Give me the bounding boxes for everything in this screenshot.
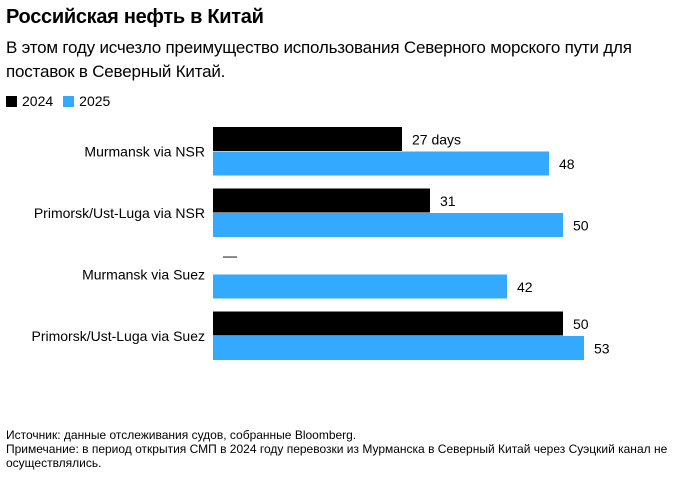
bar-2024	[213, 127, 402, 151]
source-note: Источник: данные отслеживания судов, соб…	[6, 428, 357, 442]
chart-title: Российская нефть в Китай	[6, 6, 264, 28]
data-label: 27 days	[412, 131, 461, 147]
data-label: 48	[559, 156, 575, 172]
bar-2025	[213, 274, 507, 299]
data-label: 53	[594, 340, 610, 356]
data-label: 42	[517, 279, 533, 295]
bar-2024	[213, 188, 430, 213]
legend-label: 2024	[22, 93, 54, 109]
category-label: Primorsk/Ust-Luga via Suez	[31, 328, 205, 344]
legend-item-2024: 2024	[6, 93, 53, 109]
bar-2025	[213, 336, 584, 360]
footnote: Примечание: в период открытия СМП в 2024…	[6, 442, 668, 470]
bar-2025	[213, 151, 549, 176]
bar-2025	[213, 213, 563, 237]
legend-item-2025: 2025	[63, 93, 110, 109]
data-label: 31	[440, 193, 456, 209]
data-label: 50	[573, 316, 589, 332]
legend: 2024 2025	[6, 93, 110, 109]
data-label: 50	[573, 217, 589, 233]
legend-label: 2025	[79, 93, 111, 109]
category-label: Murmansk via Suez	[82, 267, 205, 283]
bar-2024	[213, 311, 563, 336]
legend-swatch	[6, 95, 17, 107]
footnotes: Источник: данные отслеживания судов, соб…	[6, 428, 681, 470]
legend-swatch	[63, 95, 75, 107]
chart-subtitle: В этом году исчезло преимущество использ…	[6, 38, 632, 81]
category-label: Murmansk via NSR	[84, 144, 205, 160]
data-label: —	[223, 247, 237, 263]
category-label: Primorsk/Ust-Luga via NSR	[34, 205, 205, 221]
